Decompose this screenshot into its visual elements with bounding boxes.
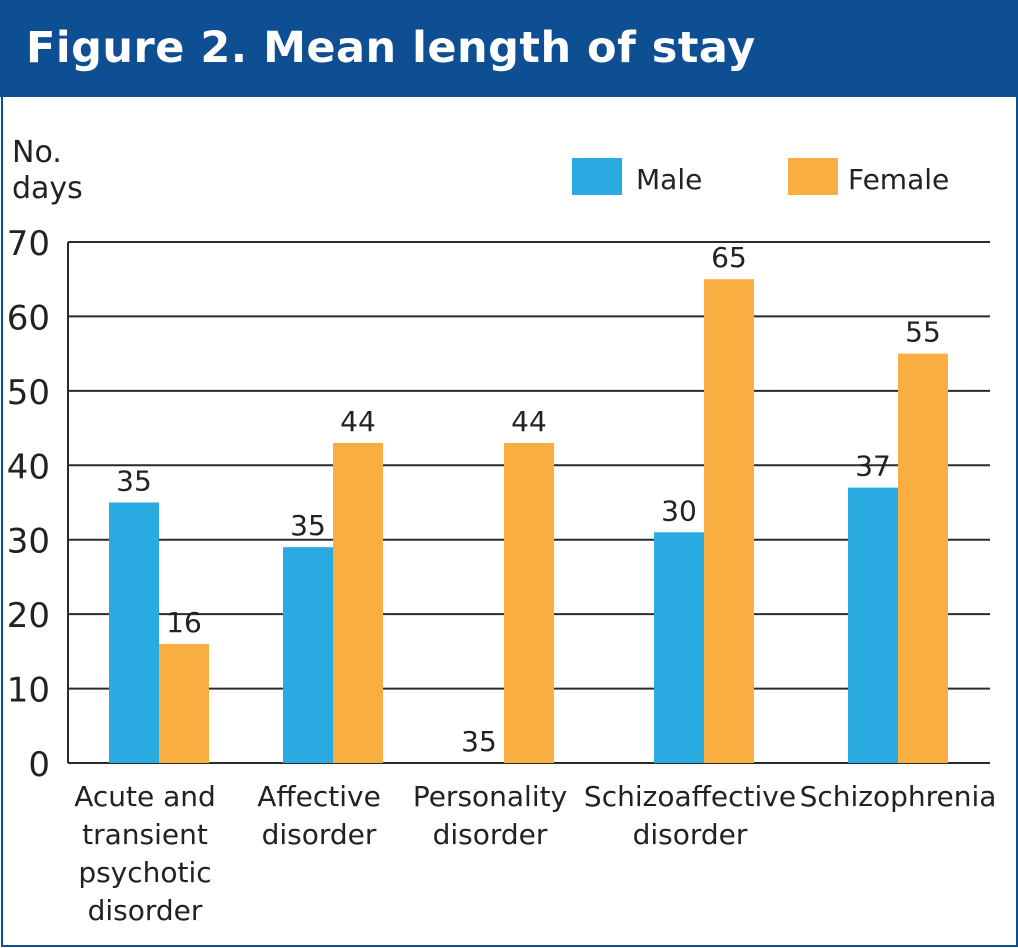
data-label-male: 37 [855,450,891,483]
x-tick-label: Personality [413,780,567,813]
bar-male [654,532,704,763]
x-tick-label: Affective [257,780,381,813]
data-label-male: 35 [461,725,497,758]
y-axis-label: days [12,171,83,206]
title-banner: Figure 2. Mean length of stay [0,0,1018,97]
y-tick-label: 70 [7,224,50,264]
chart-title: Figure 2. Mean length of stay [26,23,756,73]
legend-label-male: Male [636,163,702,196]
legend-label-female: Female [848,163,949,196]
data-label-female: 55 [905,316,941,349]
x-tick-label: psychotic [78,856,211,889]
legend-swatch-male [572,158,622,195]
data-label-female: 16 [166,606,202,639]
x-tick-label: Acute and [74,780,216,813]
bar-female [504,442,554,763]
bar-male [109,502,159,763]
y-tick-label: 60 [7,298,50,338]
x-tick-label: disorder [433,818,548,851]
data-label-male: 35 [116,465,152,498]
x-tick-label: disorder [88,894,203,927]
x-tick-label: Schizophrenia [800,780,997,813]
y-tick-label: 0 [28,745,50,785]
legend-swatch-female [788,158,838,195]
data-label-male: 30 [661,494,697,527]
chart-frame [1,97,1018,947]
bar-male [848,487,898,763]
bar-female [159,643,209,763]
bar-female [704,279,754,763]
data-label-female: 44 [340,405,376,438]
y-tick-label: 50 [7,373,50,413]
x-tick-label: disorder [633,818,748,851]
y-axis-label: No. [12,135,62,170]
data-label-female: 44 [511,405,547,438]
x-tick-label: transient [82,818,208,851]
data-label-female: 65 [711,241,747,274]
x-tick-label: Schizoaffective [584,780,796,813]
y-tick-label: 20 [7,596,50,636]
bar-male [283,547,333,763]
y-tick-label: 30 [7,522,50,562]
bar-female [333,442,383,763]
bar-female [898,353,948,763]
y-tick-label: 10 [7,671,50,711]
y-tick-label: 40 [7,447,50,487]
x-tick-label: disorder [262,818,377,851]
data-label-male: 35 [290,509,326,542]
